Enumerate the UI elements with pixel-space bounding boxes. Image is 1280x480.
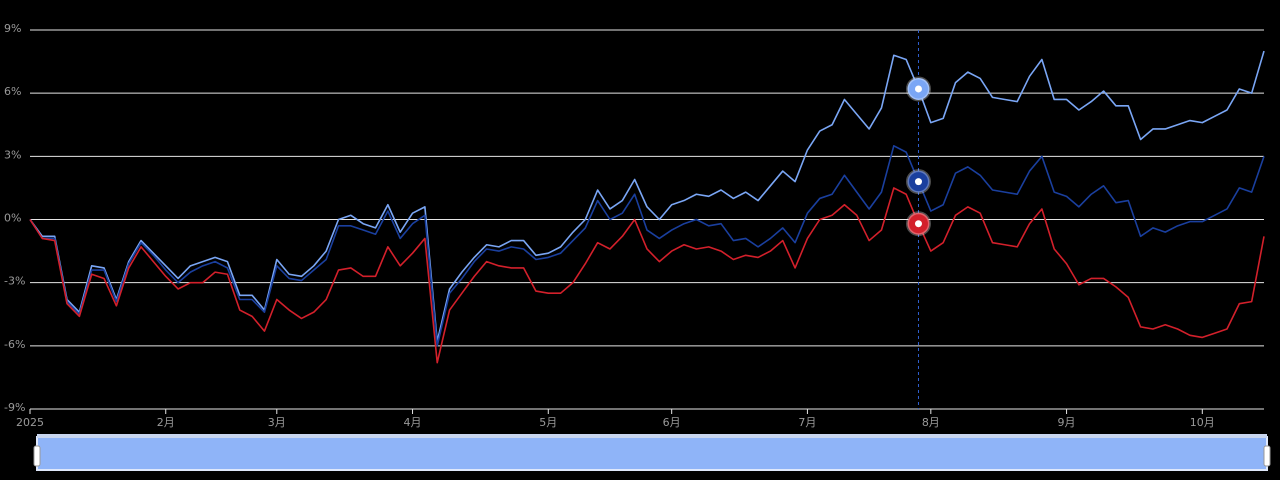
x-tick-label: 10月 xyxy=(1190,416,1215,429)
y-tick-label: 6% xyxy=(4,85,21,98)
x-tick-label: 9月 xyxy=(1058,416,1076,429)
data-zoom-slider[interactable] xyxy=(33,434,1271,471)
x-tick-label: 5月 xyxy=(539,416,557,429)
slider-window[interactable] xyxy=(36,436,1268,471)
x-tick-label: 4月 xyxy=(404,416,422,429)
x-tick-label: 7月 xyxy=(798,416,816,429)
slider-handle-left[interactable] xyxy=(33,445,41,467)
series-line xyxy=(29,187,1265,364)
slider-handle-right[interactable] xyxy=(1263,445,1271,467)
y-tick-label: -9% xyxy=(4,401,25,414)
series-line xyxy=(29,50,1265,343)
hover-marker-dot xyxy=(914,178,922,186)
y-tick-label: -3% xyxy=(4,275,25,288)
series-line xyxy=(29,145,1265,347)
x-tick-label: 2月 xyxy=(157,416,175,429)
x-tick-label: 2025 xyxy=(16,416,44,429)
y-tick-label: -6% xyxy=(4,338,25,351)
y-tick-label: 0% xyxy=(4,212,21,225)
x-tick-label: 3月 xyxy=(268,416,286,429)
slider-bar[interactable] xyxy=(37,434,1267,438)
hover-marker-dot xyxy=(914,85,922,93)
y-tick-label: 9% xyxy=(4,22,21,35)
y-tick-label: 3% xyxy=(4,148,21,161)
x-tick-label: 8月 xyxy=(922,416,940,429)
x-tick-label: 6月 xyxy=(663,416,681,429)
hover-marker-dot xyxy=(914,220,922,228)
